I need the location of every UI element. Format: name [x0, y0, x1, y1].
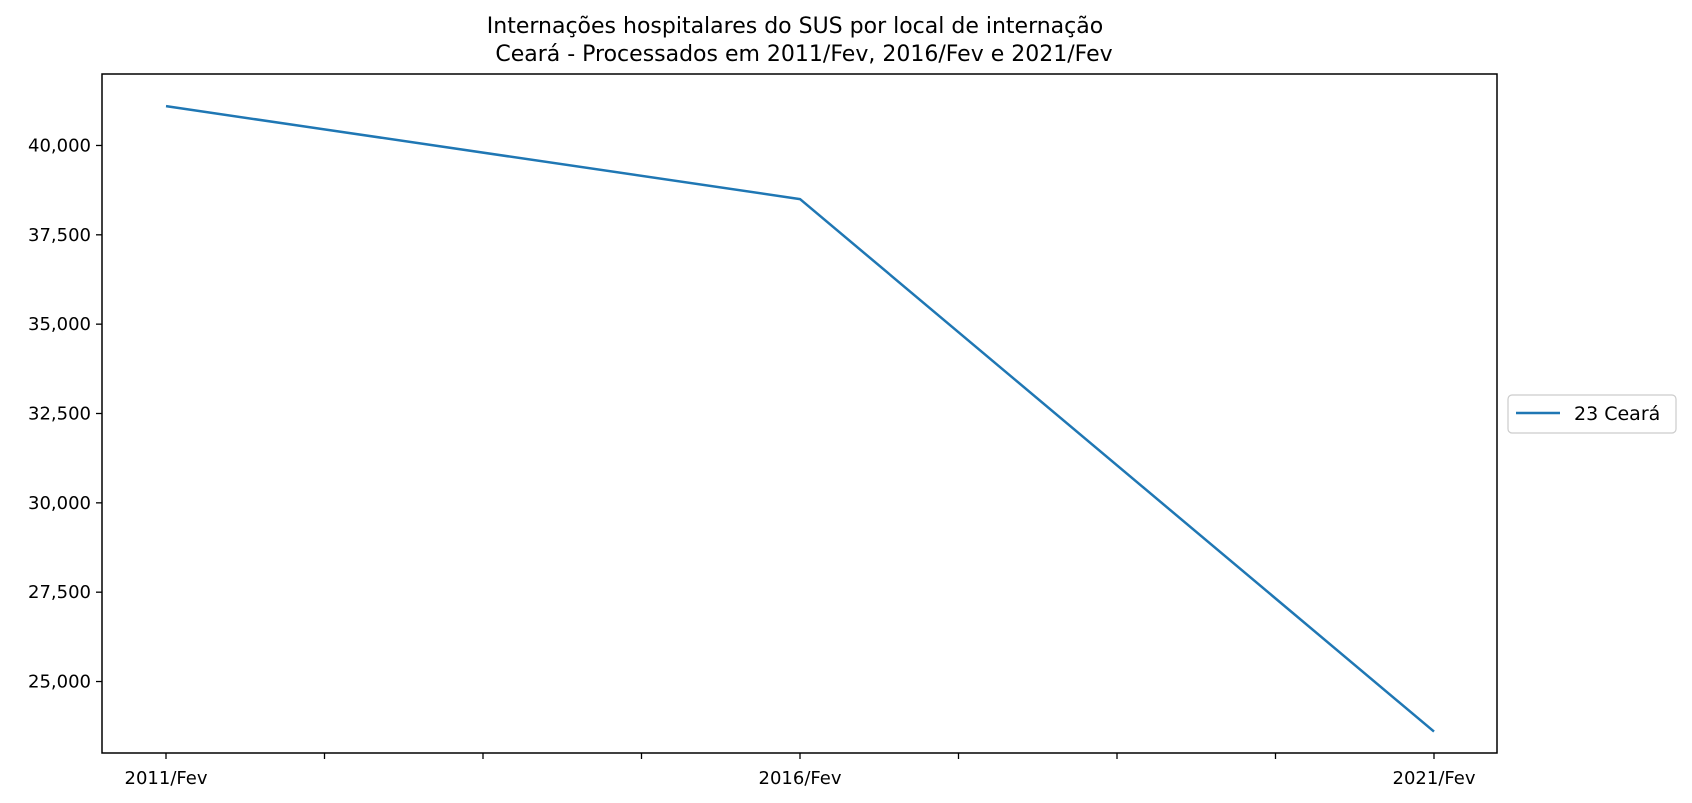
y-tick-label: 25,000	[28, 672, 91, 693]
legend-label: 23 Ceará	[1574, 403, 1660, 425]
chart-subtitle: Ceará - Processados em 2011/Fev, 2016/Fe…	[495, 42, 1112, 67]
series-line	[165, 104, 1435, 733]
y-tick-label: 35,000	[28, 314, 91, 335]
y-tick-label: 32,500	[28, 404, 91, 425]
x-tick-label: 2016/Fev	[759, 768, 842, 789]
y-tick-label: 37,500	[28, 225, 91, 246]
x-tick-label: 2021/Fev	[1393, 768, 1476, 789]
y-tick-label: 40,000	[28, 135, 91, 156]
series-layer	[165, 104, 1435, 733]
x-axis: 2011/Fev 2016/Fev 2021/Fev	[125, 753, 1476, 789]
plot-area	[101, 73, 1498, 754]
y-tick-label: 27,500	[28, 582, 91, 603]
y-axis: 25,000 27,500 30,000 32,500 35,000 37,500 40,0…	[28, 135, 102, 693]
y-tick-label: 30,000	[28, 493, 91, 514]
legend-box	[1507, 394, 1677, 434]
chart-title: Internações hospitalares do SUS por loca…	[487, 14, 1103, 39]
x-tick-label: 2011/Fev	[125, 768, 208, 789]
legend: 23 Ceará	[1507, 394, 1677, 434]
